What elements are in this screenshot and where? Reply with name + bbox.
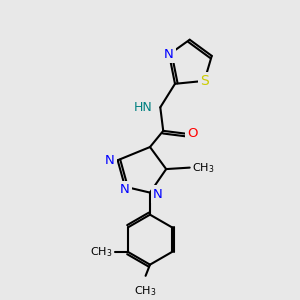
Text: CH$_3$: CH$_3$ xyxy=(134,284,157,298)
Text: HN: HN xyxy=(134,101,153,114)
Text: N: N xyxy=(120,183,130,196)
Text: CH$_3$: CH$_3$ xyxy=(192,161,214,175)
Text: N: N xyxy=(105,154,115,167)
Text: CH$_3$: CH$_3$ xyxy=(90,245,112,259)
Text: N: N xyxy=(153,188,163,201)
Text: S: S xyxy=(200,74,209,88)
Text: N: N xyxy=(164,48,174,61)
Text: O: O xyxy=(187,127,197,140)
